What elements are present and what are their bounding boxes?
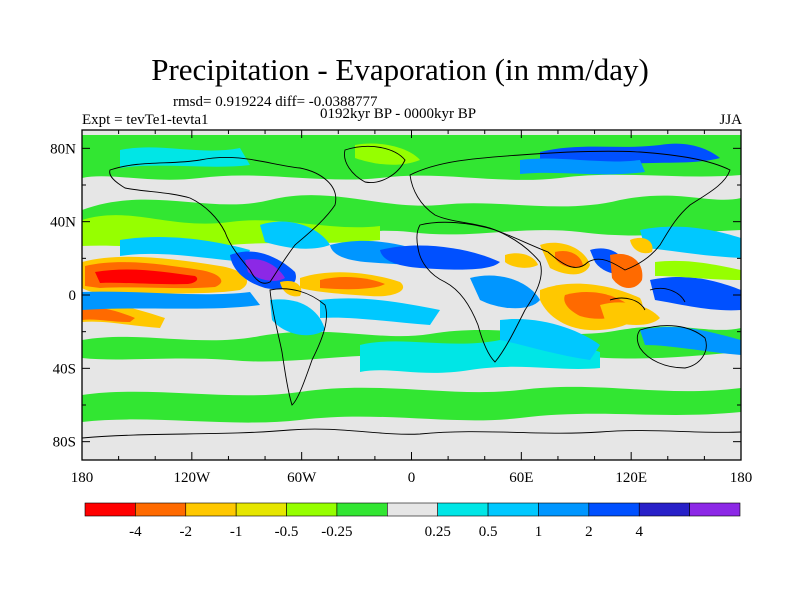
field-maritime-dry xyxy=(600,302,660,325)
colorbar-swatch xyxy=(336,502,388,517)
x-tick-label: 180 xyxy=(71,470,94,486)
field-west-pacific-green xyxy=(655,260,741,280)
field-band-high-south xyxy=(82,386,741,423)
colorbar-swatch xyxy=(437,502,489,517)
field-south-america-dry xyxy=(280,280,302,297)
coast-eurasia xyxy=(409,150,731,271)
colorbar-swatch xyxy=(387,502,438,517)
y-tick-label: 80S xyxy=(53,435,76,451)
field-indonesia-dry xyxy=(610,253,643,289)
season-label: JJA xyxy=(719,112,742,128)
colorbar-label: -1 xyxy=(230,524,243,540)
y-tick-label: 80N xyxy=(50,141,76,157)
coastlines xyxy=(82,145,741,439)
colorbar-swatch xyxy=(588,502,640,517)
colorbar: -4 -2 -1 -0.5 -0.25 0.25 0.5 1 2 4 xyxy=(84,502,741,540)
colorbar-swatch xyxy=(487,502,539,517)
field-africa-equator-wet xyxy=(470,275,540,309)
x-tick-label: 120W xyxy=(173,470,211,486)
field-atlantic-south-wet xyxy=(320,298,440,325)
coast-africa xyxy=(416,221,542,363)
field-pacific-itcz-core xyxy=(95,269,198,285)
field-west-pacific-dry xyxy=(630,237,653,254)
field-africa-dry-spot xyxy=(505,253,538,268)
coast-south-america xyxy=(269,288,327,406)
colorbar-swatch xyxy=(135,502,187,517)
field-west-pacific-wet xyxy=(650,277,741,311)
x-tick-label: 180 xyxy=(730,470,753,486)
coast-antarctica xyxy=(82,428,741,439)
x-tick-label: 60E xyxy=(509,470,533,486)
colorbar-label: -0.25 xyxy=(321,524,352,540)
x-tick-label: 0 xyxy=(408,470,416,486)
colorbar-swatch xyxy=(84,502,136,517)
coast-greenland xyxy=(344,145,406,183)
x-tick-label: 60W xyxy=(287,470,317,486)
coast-north-america xyxy=(109,157,337,284)
coast-indonesia xyxy=(609,287,686,311)
coast-australia xyxy=(636,325,707,369)
field-south-asia-core xyxy=(555,250,583,268)
y-tick-label: 40S xyxy=(53,361,76,377)
field-atlantic-core xyxy=(320,277,385,290)
field-gulf-cyan xyxy=(260,221,330,249)
field-pacific-equator-wet xyxy=(82,291,260,310)
field-south-america-wet xyxy=(270,299,325,336)
field-west-africa-wet xyxy=(380,245,500,270)
colorbar-label: 1 xyxy=(535,524,543,540)
experiment-label: Expt = tevTe1-tevta1 xyxy=(82,112,209,128)
colorbar-swatch xyxy=(538,502,590,517)
colorbar-swatch xyxy=(638,502,690,517)
field-central-america-core xyxy=(245,259,285,281)
colorbar-label: -4 xyxy=(129,524,142,540)
x-tick-label: 120E xyxy=(615,470,647,486)
axis-ticks: 180 120W 60W 0 60E 120E 180 80N 40N 0 40S 80S xyxy=(50,130,752,486)
colorbar-label: 2 xyxy=(585,524,593,540)
colorbar-label: 0.25 xyxy=(425,524,451,540)
field-indian-ocean-south-wet xyxy=(500,319,600,360)
y-tick-label: 0 xyxy=(69,288,77,304)
period-label: 0192kyr BP - 0000kyr BP xyxy=(320,106,477,122)
colorbar-label: -0.5 xyxy=(275,524,299,540)
colorbar-label: 0.5 xyxy=(479,524,498,540)
field-pacific-south-orange xyxy=(82,307,135,322)
field-south-pacific-wet xyxy=(640,327,741,355)
colorbar-label: 4 xyxy=(635,524,643,540)
y-tick-label: 40N xyxy=(50,215,76,231)
colorbar-swatch xyxy=(286,502,338,517)
field-siberia-light xyxy=(520,158,645,175)
field-greenland-green xyxy=(355,143,420,165)
chart-title: Precipitation - Evaporation (in mm/day) xyxy=(151,52,649,87)
colorbar-swatch xyxy=(235,502,287,517)
colorbar-swatch xyxy=(185,502,237,517)
stats-text: rmsd= 0.919224 diff= -0.0388777 xyxy=(173,94,378,110)
colorbar-swatch xyxy=(689,502,741,517)
field-west-pacific-cyan xyxy=(640,226,741,258)
colorbar-label: -2 xyxy=(180,524,193,540)
field-pacific-nh-cyan xyxy=(120,237,250,262)
